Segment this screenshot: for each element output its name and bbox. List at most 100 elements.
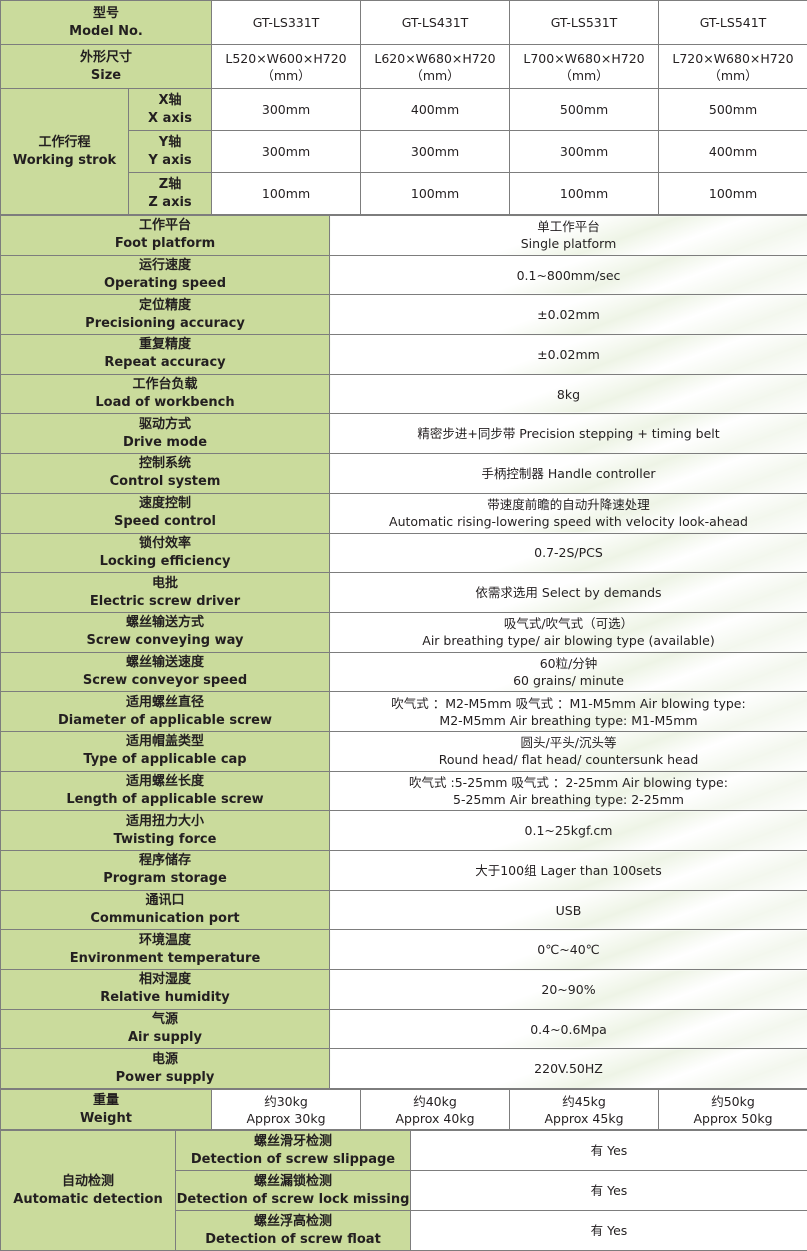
label-text: 气源 [1,1011,329,1029]
label-text: Foot platform [1,235,329,253]
model-cell: GT-LS331T [212,1,361,45]
label-text: 相对湿度 [1,971,329,989]
spec-value: 圆头/平头/沉头等 [330,734,807,751]
label-text: Size [1,67,211,85]
label-text: Speed control [1,513,329,531]
spec-value: 单工作平台 [330,218,807,235]
stroke-cell: 100mm [659,173,807,215]
stroke-value: 300mm [510,143,658,160]
spec-value: 0.1~800mm/sec [330,267,807,284]
value-cell: 220V.50HZ [330,1049,807,1089]
stroke-cell: 300mm [361,131,510,173]
value-cell: 0.4~0.6Mpa [330,1009,807,1049]
sub-label: 螺丝滑牙检测 [176,1133,410,1151]
label-text: Working strok [1,152,128,170]
stroke-cell: 100mm [212,173,361,215]
weight-value: 约45kg [510,1093,658,1110]
value-cell: 吸气式/吹气式（可选）Air breathing type/ air blowi… [330,612,807,652]
value-cell: 有 Yes [411,1171,807,1211]
weight-value: 约50kg [659,1093,807,1110]
weight-value: 约30kg [212,1093,360,1110]
stroke-value: 300mm [212,101,360,118]
spec-value: Round head/ flat head/ countersunk head [330,751,807,768]
size-cell: L620×W680×H720（mm） [361,45,510,89]
value-cell: 有 Yes [411,1211,807,1251]
label-text: Control system [1,473,329,491]
size-value: （mm） [510,67,658,84]
label-text: 通讯口 [1,892,329,910]
label-text: Electric screw driver [1,593,329,611]
stroke-value: 100mm [510,185,658,202]
stroke-value: 300mm [212,143,360,160]
size-value: （mm） [361,67,509,84]
stroke-cell: 100mm [361,173,510,215]
stroke-cell: 400mm [659,131,807,173]
stroke-cell: 300mm [510,131,659,173]
label-text: Relative humidity [1,989,329,1007]
sub-label: 螺丝漏锁检测 [176,1173,410,1191]
size-value: L720×W680×H720 [659,50,807,67]
spec-value: 手柄控制器 Handle controller [330,465,807,482]
spec-value: 5-25mm Air breathing type: 2-25mm [330,791,807,808]
size-value: L620×W680×H720 [361,50,509,67]
value-cell: 0.1~800mm/sec [330,255,807,295]
model-number: GT-LS331T [212,14,360,31]
label-text: Locking efficiency [1,553,329,571]
axis-label: Z axis [129,194,211,212]
label-text: 工作行程 [1,134,128,152]
label-text: Length of applicable screw [1,791,329,809]
spec-value: 带速度前瞻的自动升降速处理 [330,496,807,513]
spec-value: ±0.02mm [330,346,807,363]
label-text: 螺丝输送方式 [1,614,329,632]
size-cell: L520×W600×H720（mm） [212,45,361,89]
spec-value: 0.1~25kgf.cm [330,822,807,839]
spec-value: 吹气式 :5-25mm 吸气式 ：2-25mm Air blowing type… [330,774,807,791]
sub-label: Detection of screw lock missing [176,1191,410,1209]
spec-value: 60粒/分钟 [330,655,807,672]
label-text: 锁付效率 [1,535,329,553]
value-cell: USB [330,890,807,930]
model-cell: GT-LS541T [659,1,807,45]
label-text: Operating speed [1,275,329,293]
stroke-cell: 400mm [361,89,510,131]
axis-label: X axis [129,110,211,128]
axis-label: X轴 [129,92,211,110]
label-text: Repeat accuracy [1,354,329,372]
stroke-value: 100mm [361,185,509,202]
spec-value: 大于100组 Lager than 100sets [330,862,807,879]
detection-value: 有 Yes [411,1182,807,1199]
spec-value: M2-M5mm Air breathing type: M1-M5mm [330,712,807,729]
stroke-value: 400mm [659,143,807,160]
axis-label: Z轴 [129,176,211,194]
weight-value: Approx 45kg [510,1110,658,1127]
value-cell: 0.1~25kgf.cm [330,811,807,851]
